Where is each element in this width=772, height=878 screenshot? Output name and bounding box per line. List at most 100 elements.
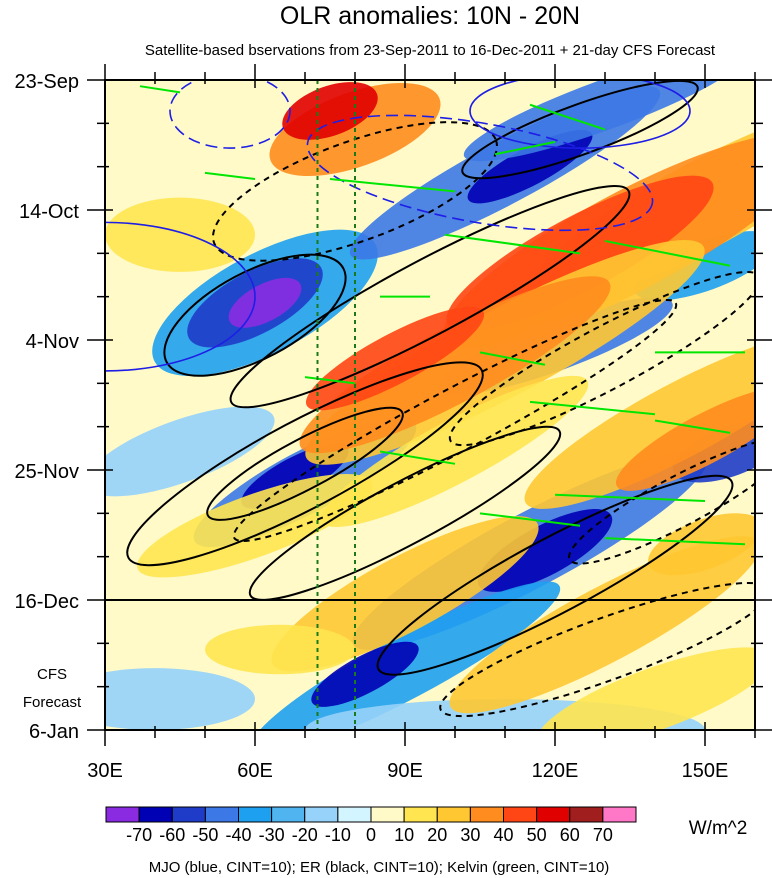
anomaly-blob-10 — [271, 516, 539, 672]
y-tick-label-5: 6-Jan — [29, 721, 79, 743]
colorbar-swatch-1 — [138, 806, 173, 823]
colorbar-label-7: 0 — [366, 825, 376, 845]
contour-legend: MJO (blue, CINT=10); ER (black, CINT=10)… — [149, 859, 610, 876]
er-contour-1 — [206, 406, 404, 521]
kelvin-contour-11 — [529, 400, 656, 416]
er-contour-11 — [461, 80, 699, 180]
anomaly-blob-28 — [477, 509, 613, 592]
er-contour-5 — [232, 298, 678, 542]
anomaly-blob-14 — [537, 647, 755, 730]
anomaly-blob-20 — [228, 277, 302, 328]
colorbar-label-14: 70 — [593, 825, 613, 845]
y-tick-label-2: 4-Nov — [26, 331, 79, 353]
colorbar-swatch-3 — [204, 806, 239, 823]
forecast-label-line2: Forecast — [23, 694, 82, 711]
axis-ticks — [87, 64, 772, 746]
colorbar-label-11: 40 — [493, 825, 513, 845]
mjo-contour-3 — [105, 221, 256, 372]
er-contour-6 — [212, 121, 498, 262]
anomaly-blob-12 — [137, 474, 373, 578]
colorbar-label-8: 10 — [394, 825, 414, 845]
colorbar-swatch-7 — [337, 806, 372, 823]
colorbar-label-5: -20 — [292, 825, 318, 845]
kelvin-contour-16 — [604, 537, 746, 546]
colorbar-label-4: -30 — [259, 825, 285, 845]
kelvin-contours — [139, 85, 746, 546]
anomaly-blob-34 — [105, 668, 255, 730]
er-contour-7 — [448, 270, 755, 447]
anomaly-blob-30 — [311, 641, 419, 707]
colorbar-swatch-10 — [436, 806, 471, 823]
kelvin-contour-14 — [554, 493, 706, 502]
anomaly-field — [105, 80, 755, 730]
kelvin-contour-2 — [204, 171, 256, 181]
x-axis-labels: 30E 60E 90E 120E 150E — [87, 760, 728, 782]
kelvin-contour-10 — [304, 376, 356, 385]
colorbar-swatch-15 — [602, 806, 637, 823]
x-tick-label-2: 90E — [387, 760, 423, 782]
anomaly-blob-16 — [105, 197, 255, 272]
plot-frame — [104, 79, 756, 731]
y-tick-label-0: 23-Sep — [15, 71, 80, 93]
colorbar — [105, 806, 637, 823]
colorbar-swatch-2 — [171, 806, 206, 823]
y-tick-label-3: 25-Nov — [15, 461, 79, 483]
kelvin-contour-5 — [444, 233, 581, 255]
colorbar-label-12: 50 — [527, 825, 547, 845]
anomaly-blob-15 — [205, 624, 355, 675]
mjo-contours — [105, 80, 691, 372]
colorbar-swatch-8 — [370, 806, 405, 823]
chart-subtitle: Satellite-based bservations from 23-Sep-… — [145, 42, 716, 59]
er-contour-0 — [126, 361, 484, 567]
kelvin-contour-13 — [379, 450, 456, 465]
y-tick-label-1: 14-Oct — [19, 201, 79, 223]
chart-title: OLR anomalies: 10N - 20N — [280, 2, 580, 30]
colorbar-label-13: 60 — [560, 825, 580, 845]
kelvin-contour-15 — [479, 512, 581, 527]
colorbar-swatch-4 — [238, 806, 273, 823]
x-tick-label-3: 120E — [532, 760, 579, 782]
kelvin-contour-0 — [139, 85, 181, 94]
colorbar-swatch-14 — [569, 806, 604, 823]
mjo-contour-0 — [169, 80, 291, 149]
forecast-label-line1: CFS — [37, 666, 67, 683]
x-tick-label-4: 150E — [682, 760, 729, 782]
anomaly-blob-31 — [105, 406, 275, 497]
colorbar-labels: -70 -60 -50 -40 -30 -20 -10 0 10 20 30 40 50 60 70 — [126, 825, 613, 845]
colorbar-swatch-12 — [503, 806, 538, 823]
colorbar-swatch-9 — [403, 806, 438, 823]
y-tick-label-4: 16-Dec — [15, 591, 79, 613]
colorbar-label-3: -40 — [225, 825, 251, 845]
kelvin-contour-3 — [329, 178, 456, 193]
kelvin-contour-4 — [494, 140, 556, 156]
anomaly-blob-9 — [615, 387, 755, 491]
mjo-contour-1 — [306, 114, 654, 232]
colorbar-label-10: 30 — [460, 825, 480, 845]
er-contour-10 — [163, 253, 347, 377]
er-contours — [126, 80, 755, 718]
anomaly-blob-11 — [449, 536, 755, 714]
colorbar-swatch-11 — [469, 806, 504, 823]
colorbar-label-2: -50 — [192, 825, 218, 845]
kelvin-contour-6 — [604, 239, 731, 267]
er-contour-4 — [376, 474, 734, 676]
colorbar-swatch-5 — [271, 806, 306, 823]
colorbar-label-1: -60 — [159, 825, 185, 845]
colorbar-swatch-13 — [536, 806, 571, 823]
er-contour-2 — [229, 185, 631, 409]
anomaly-blob-25 — [463, 80, 747, 162]
anomaly-blob-17 — [647, 513, 755, 576]
kelvin-contour-8 — [479, 351, 546, 366]
mjo-contour-2 — [469, 80, 691, 149]
er-contour-3 — [248, 425, 562, 601]
colorbar-swatch-6 — [304, 806, 339, 823]
colorbar-label-6: -10 — [325, 825, 351, 845]
anomaly-blob-8 — [524, 332, 755, 509]
x-tick-label-1: 60E — [237, 760, 273, 782]
anomaly-blob-7 — [282, 82, 378, 140]
er-contour-8 — [439, 581, 755, 718]
kelvin-contour-12 — [654, 419, 731, 434]
y-axis-labels: 23-Sep 14-Oct 4-Nov 25-Nov 16-Dec 6-Jan — [15, 71, 80, 743]
kelvin-contour-1 — [529, 103, 606, 131]
